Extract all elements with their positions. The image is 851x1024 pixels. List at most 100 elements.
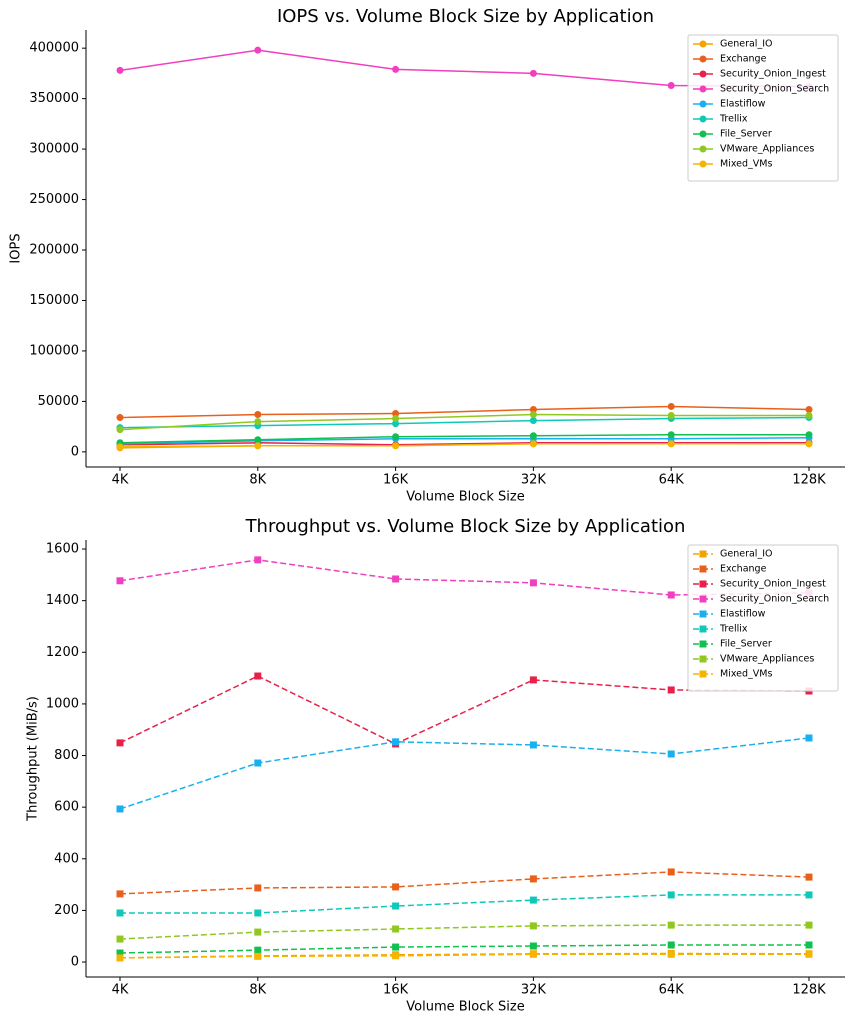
legend-label: Security_Onion_Search bbox=[720, 84, 829, 95]
legend-marker bbox=[699, 625, 707, 633]
legend-marker bbox=[699, 580, 707, 588]
data-point bbox=[392, 410, 400, 418]
x-tick-label: 4K bbox=[112, 473, 129, 488]
y-tick-label: 50000 bbox=[38, 394, 79, 409]
series-line bbox=[119, 433, 809, 444]
x-tick-label: 64K bbox=[659, 473, 685, 488]
series-line bbox=[119, 953, 809, 959]
data-point bbox=[254, 928, 262, 936]
y-tick-label: 0 bbox=[71, 444, 79, 459]
legend-box bbox=[687, 34, 839, 182]
y-tick-label: 800 bbox=[54, 748, 79, 763]
data-point bbox=[667, 591, 675, 599]
data-point bbox=[667, 921, 675, 929]
data-point bbox=[667, 750, 675, 758]
data-point bbox=[805, 891, 813, 899]
data-point bbox=[529, 411, 537, 419]
data-point bbox=[254, 436, 262, 444]
series-line bbox=[119, 871, 810, 895]
series-line bbox=[120, 894, 809, 914]
data-point bbox=[116, 890, 124, 898]
series-line bbox=[119, 442, 809, 446]
y-tick-label: 200 bbox=[54, 903, 79, 918]
series-line bbox=[119, 737, 810, 810]
data-point bbox=[529, 896, 537, 904]
legend-marker bbox=[699, 565, 707, 573]
data-point bbox=[667, 82, 675, 90]
data-point bbox=[667, 431, 675, 439]
legend-marker bbox=[699, 640, 707, 648]
x-tick-label: 64K bbox=[659, 983, 685, 998]
legend-label: Elastiflow bbox=[720, 99, 766, 110]
x-tick-label: 128K bbox=[792, 473, 826, 488]
data-point bbox=[392, 943, 400, 951]
data-point bbox=[116, 805, 124, 813]
data-point bbox=[529, 676, 537, 684]
x-axis-label: Volume Block Size bbox=[406, 490, 524, 505]
y-tick-label: 200000 bbox=[29, 243, 79, 258]
data-point bbox=[254, 909, 262, 917]
data-point bbox=[805, 405, 813, 413]
data-point bbox=[254, 442, 262, 450]
legend-marker bbox=[699, 130, 707, 138]
data-point bbox=[529, 417, 537, 425]
legend-marker bbox=[699, 610, 707, 618]
legend-marker bbox=[699, 55, 707, 63]
series-line bbox=[119, 952, 810, 959]
data-point bbox=[392, 902, 400, 910]
series-line bbox=[119, 675, 810, 745]
legend-label: Exchange bbox=[720, 564, 767, 575]
data-point bbox=[529, 741, 537, 749]
y-tick-label: 1000 bbox=[46, 696, 79, 711]
legend-label: File_Server bbox=[720, 639, 772, 650]
data-point bbox=[392, 433, 400, 441]
data-point bbox=[254, 411, 262, 419]
x-tick-label: 16K bbox=[383, 983, 409, 998]
legend-label: VMware_Appliances bbox=[720, 654, 814, 665]
y-tick-label: 100000 bbox=[29, 343, 79, 358]
data-point bbox=[254, 884, 262, 892]
data-point bbox=[254, 418, 262, 426]
data-point bbox=[116, 577, 124, 585]
y-tick-label: 150000 bbox=[29, 293, 79, 308]
x-tick-label: 16K bbox=[383, 473, 409, 488]
y-axis-label: IOPS bbox=[9, 233, 24, 263]
x-tick-label: 8K bbox=[249, 473, 266, 488]
legend-marker bbox=[699, 670, 707, 678]
data-point bbox=[392, 952, 400, 960]
legend-marker bbox=[699, 145, 707, 153]
data-point bbox=[805, 941, 813, 949]
data-point bbox=[116, 66, 124, 74]
data-point bbox=[254, 556, 262, 564]
data-point bbox=[805, 873, 813, 881]
series-line bbox=[119, 405, 810, 419]
legend-marker bbox=[699, 115, 707, 123]
y-axis-label: Throughput (MiB/s) bbox=[26, 696, 41, 822]
data-point bbox=[667, 440, 675, 448]
data-point bbox=[254, 672, 262, 680]
legend-label: General_IO bbox=[720, 549, 772, 560]
x-tick-label: 32K bbox=[521, 983, 547, 998]
chart-title: Throughput vs. Volume Block Size by Appl… bbox=[245, 516, 686, 537]
legend-label: VMware_Appliances bbox=[720, 144, 814, 155]
y-tick-label: 600 bbox=[54, 800, 79, 815]
legend-marker bbox=[699, 85, 707, 93]
data-point bbox=[805, 950, 813, 958]
data-point bbox=[667, 941, 675, 949]
x-axis-label: Volume Block Size bbox=[406, 1000, 524, 1015]
data-point bbox=[805, 440, 813, 448]
data-point bbox=[667, 402, 675, 410]
data-point bbox=[529, 922, 537, 930]
y-tick-label: 300000 bbox=[29, 142, 79, 157]
legend-label: Security_Onion_Search bbox=[720, 594, 829, 605]
data-point bbox=[805, 412, 813, 420]
series-line bbox=[119, 924, 809, 940]
legend-marker bbox=[699, 70, 707, 78]
series-line bbox=[119, 413, 809, 431]
x-tick-label: 8K bbox=[249, 983, 266, 998]
data-point bbox=[667, 412, 675, 420]
chart-title: IOPS vs. Volume Block Size by Applicatio… bbox=[277, 6, 654, 27]
legend-marker bbox=[699, 550, 707, 558]
y-tick-label: 1200 bbox=[46, 645, 79, 660]
data-point bbox=[116, 739, 124, 747]
